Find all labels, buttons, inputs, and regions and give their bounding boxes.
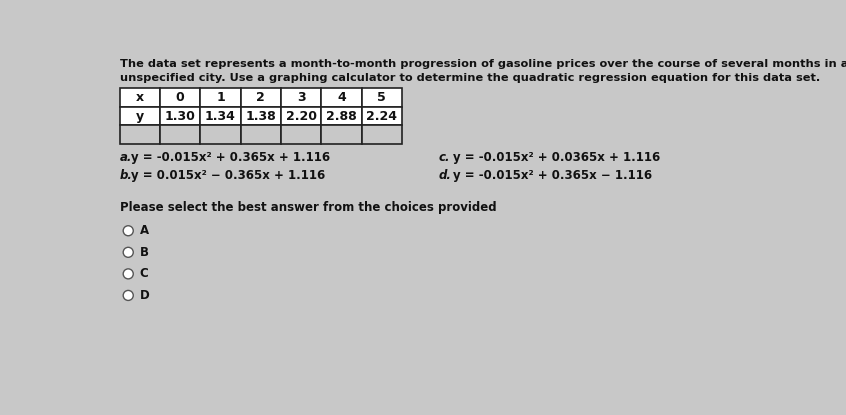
Text: B: B <box>140 246 149 259</box>
Circle shape <box>124 226 134 236</box>
Bar <box>119 88 160 107</box>
Text: Please select the best answer from the choices provided: Please select the best answer from the c… <box>119 201 497 214</box>
Bar <box>240 107 281 125</box>
Bar <box>281 125 321 144</box>
Text: 2.24: 2.24 <box>366 110 397 122</box>
Text: y = 0.015x² − 0.365x + 1.116: y = 0.015x² − 0.365x + 1.116 <box>131 169 326 182</box>
Text: A: A <box>140 224 149 237</box>
Bar <box>240 88 281 107</box>
Text: y: y <box>136 110 144 122</box>
Bar <box>160 125 201 144</box>
Text: y = -0.015x² + 0.365x + 1.116: y = -0.015x² + 0.365x + 1.116 <box>131 151 331 164</box>
Text: unspecified city. Use a graphing calculator to determine the quadratic regressio: unspecified city. Use a graphing calcula… <box>119 73 820 83</box>
Text: 3: 3 <box>297 91 305 104</box>
Text: a.: a. <box>119 151 132 164</box>
Bar <box>361 107 402 125</box>
Circle shape <box>124 269 134 279</box>
Circle shape <box>124 290 134 300</box>
Text: c.: c. <box>439 151 451 164</box>
Text: 1.30: 1.30 <box>165 110 195 122</box>
Text: 1.38: 1.38 <box>245 110 276 122</box>
Bar <box>201 88 240 107</box>
Text: 5: 5 <box>377 91 386 104</box>
Text: x: x <box>136 91 144 104</box>
Bar <box>321 125 361 144</box>
Text: 0: 0 <box>176 91 184 104</box>
Bar <box>361 88 402 107</box>
Bar <box>160 107 201 125</box>
Bar <box>361 125 402 144</box>
Text: 1.34: 1.34 <box>205 110 236 122</box>
Text: y = -0.015x² + 0.0365x + 1.116: y = -0.015x² + 0.0365x + 1.116 <box>453 151 660 164</box>
Circle shape <box>124 247 134 257</box>
Text: b.: b. <box>119 169 133 182</box>
Text: 4: 4 <box>337 91 346 104</box>
Text: C: C <box>140 267 149 281</box>
Bar <box>201 125 240 144</box>
Bar <box>281 107 321 125</box>
Text: 2.88: 2.88 <box>326 110 357 122</box>
Text: d.: d. <box>439 169 452 182</box>
Text: The data set represents a month-to-month progression of gasoline prices over the: The data set represents a month-to-month… <box>119 59 846 69</box>
Bar <box>321 88 361 107</box>
Bar <box>160 88 201 107</box>
Bar <box>281 88 321 107</box>
Bar <box>119 125 160 144</box>
Bar <box>321 107 361 125</box>
Text: y = -0.015x² + 0.365x − 1.116: y = -0.015x² + 0.365x − 1.116 <box>453 169 652 182</box>
Text: 2: 2 <box>256 91 265 104</box>
Text: 2.20: 2.20 <box>286 110 316 122</box>
Bar <box>201 107 240 125</box>
Bar <box>240 125 281 144</box>
Text: D: D <box>140 289 150 302</box>
Bar <box>119 107 160 125</box>
Text: 1: 1 <box>216 91 225 104</box>
